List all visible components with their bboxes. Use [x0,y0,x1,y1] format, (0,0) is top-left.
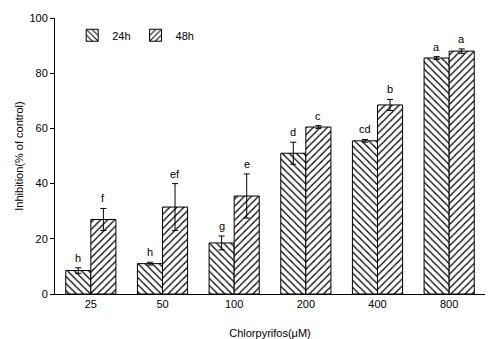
svg-text:200: 200 [297,298,315,310]
svg-text:e: e [244,158,250,170]
svg-text:80: 80 [36,67,48,79]
svg-text:a: a [458,33,465,45]
svg-text:0: 0 [42,288,48,300]
svg-text:a: a [433,41,440,53]
svg-text:ef: ef [170,168,180,180]
svg-text:20: 20 [36,233,48,245]
svg-text:100: 100 [225,298,243,310]
svg-text:f: f [101,192,105,204]
svg-text:800: 800 [440,298,458,310]
svg-text:48h: 48h [176,30,194,42]
svg-text:40: 40 [36,177,48,189]
svg-text:60: 60 [36,122,48,134]
svg-text:c: c [315,110,321,122]
svg-text:cd: cd [359,123,371,135]
svg-text:24h: 24h [112,30,130,42]
svg-text:g: g [219,220,225,232]
svg-text:h: h [147,246,153,258]
svg-text:25: 25 [85,298,97,310]
svg-text:h: h [75,252,81,264]
svg-text:50: 50 [156,298,168,310]
svg-text:100: 100 [29,12,47,24]
svg-text:d: d [290,126,296,138]
svg-text:Inhibition(% of control): Inhibition(% of control) [13,101,25,210]
svg-text:400: 400 [368,298,386,310]
svg-text:b: b [387,83,393,95]
svg-text:Chlorpyrifos(μM): Chlorpyrifos(μM) [229,327,311,339]
